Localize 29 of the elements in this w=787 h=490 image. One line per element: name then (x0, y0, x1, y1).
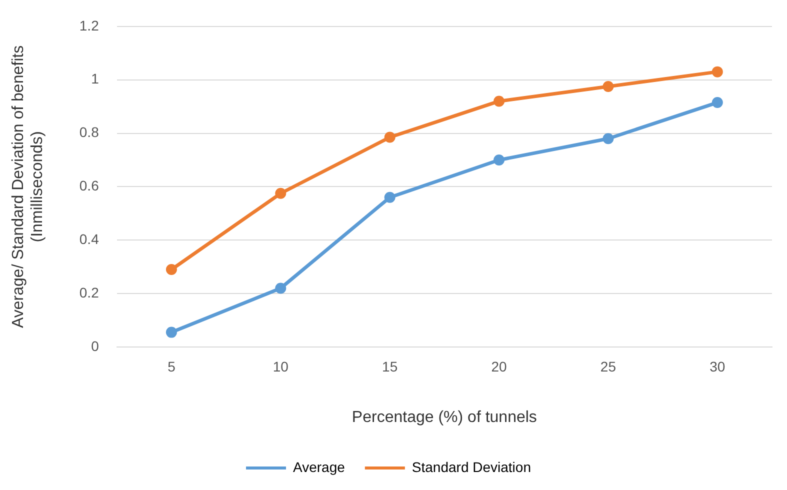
point (494, 154, 505, 166)
x-tick-label: 30 (710, 358, 726, 374)
y-tick-label: 0.2 (79, 284, 100, 300)
point (166, 326, 177, 338)
x-tick-label: 5 (168, 358, 176, 374)
x-tick-label: 10 (272, 358, 289, 374)
y-tick-label: 1.2 (79, 17, 100, 34)
y-tick-label: 0.4 (79, 230, 100, 247)
point (712, 97, 723, 108)
y-tick-label: 1 (91, 70, 100, 87)
point (494, 96, 505, 107)
y-tick-label: 0.6 (79, 178, 100, 194)
y-axis-title: Average/ Standard Deviation of benefits (Inmilliseconds) (10, 45, 46, 328)
point (384, 192, 396, 203)
point (384, 132, 396, 143)
point (602, 81, 614, 92)
point (602, 133, 614, 144)
x-tick-label: 15 (382, 358, 398, 374)
point (712, 66, 723, 78)
legend-label: Standard Deviation (412, 458, 531, 475)
x-tick-label: 20 (491, 358, 508, 374)
point (275, 188, 286, 199)
y-tick-label: 0.8 (79, 124, 100, 140)
x-axis-title: Percentage (%) of tunnels (352, 408, 537, 426)
point (275, 282, 286, 294)
legend-label: Average (293, 458, 346, 475)
x-tick-label: 25 (600, 358, 616, 374)
point (166, 264, 177, 276)
y-tick-label: 0 (91, 338, 100, 354)
